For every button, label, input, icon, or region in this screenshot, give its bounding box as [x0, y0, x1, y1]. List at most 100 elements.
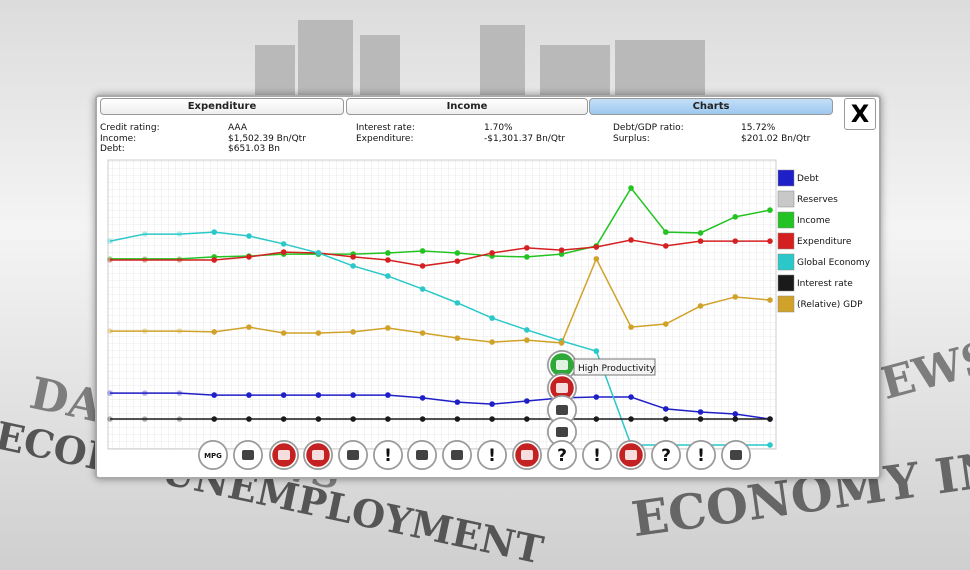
data-point — [350, 392, 356, 398]
icon-glyph: ! — [384, 446, 392, 466]
tab[interactable]: Income — [346, 98, 588, 115]
event-icon[interactable] — [687, 441, 715, 469]
tab[interactable]: Expenditure — [100, 98, 344, 115]
data-point — [350, 329, 356, 335]
event-icon[interactable] — [548, 441, 576, 469]
data-point — [767, 238, 773, 244]
event-icon[interactable] — [583, 441, 611, 469]
icon-pictogram — [730, 450, 742, 460]
data-point — [107, 238, 113, 244]
data-point — [697, 416, 704, 422]
data-point — [454, 416, 461, 422]
data-point — [454, 300, 461, 306]
building — [480, 25, 525, 95]
data-point — [315, 330, 322, 336]
data-point — [593, 416, 600, 422]
icon-pictogram — [556, 427, 568, 437]
icon-pictogram — [451, 450, 463, 460]
data-point — [280, 249, 287, 255]
data-point — [489, 339, 495, 345]
data-point — [246, 254, 252, 260]
data-point — [732, 238, 739, 244]
legend-label: Income — [797, 216, 831, 226]
tooltip-text: High Productivity — [578, 364, 656, 374]
data-point — [107, 328, 113, 334]
legend-swatch — [777, 169, 795, 187]
stat-value: $201.02 Bn/Qtr — [741, 134, 811, 144]
data-point — [524, 398, 530, 404]
data-point — [524, 337, 530, 343]
data-point — [176, 328, 183, 334]
legend-label: Interest rate — [797, 279, 853, 289]
series-line — [110, 257, 771, 344]
legend-swatch — [777, 295, 795, 313]
data-point — [732, 416, 739, 422]
data-point — [593, 348, 600, 354]
stat-label: Debt: — [100, 144, 125, 154]
data-point — [489, 315, 495, 321]
data-point — [767, 207, 773, 213]
data-point — [524, 416, 530, 422]
data-point — [593, 394, 600, 400]
data-point — [246, 416, 252, 422]
legend-swatch — [777, 211, 795, 229]
icon-glyph: ? — [557, 446, 567, 466]
data-point — [524, 327, 530, 333]
event-icon[interactable] — [374, 441, 402, 469]
close-button[interactable]: X — [844, 98, 876, 130]
event-icon[interactable] — [199, 441, 227, 469]
data-point — [246, 392, 252, 398]
data-point — [628, 416, 634, 422]
data-point — [176, 390, 183, 396]
icon-pictogram — [556, 360, 568, 370]
legend-label: Global Economy — [797, 258, 871, 268]
data-point — [454, 335, 461, 341]
icon-glyph: MPG — [204, 452, 222, 460]
data-point — [176, 257, 183, 263]
data-point — [176, 416, 183, 422]
legend-swatch — [777, 232, 795, 250]
data-point — [107, 257, 113, 263]
data-point — [662, 416, 669, 422]
data-point — [454, 250, 461, 256]
building — [298, 20, 353, 95]
data-point — [246, 324, 252, 330]
legend-swatch — [777, 253, 795, 271]
data-point — [350, 254, 356, 260]
icon-glyph: ? — [661, 446, 671, 466]
icon-pictogram — [556, 383, 568, 393]
data-point — [697, 230, 704, 236]
building — [540, 45, 610, 95]
data-point — [419, 286, 426, 292]
data-point — [697, 303, 704, 309]
data-point — [176, 231, 183, 237]
stat-value: $651.03 Bn — [228, 144, 280, 154]
legend-label: Expenditure — [797, 237, 852, 247]
plot-area — [107, 159, 777, 450]
stat-label: Expenditure: — [356, 134, 414, 144]
data-point — [419, 395, 426, 401]
data-point — [141, 390, 148, 396]
data-point — [524, 245, 530, 251]
icon-pictogram — [242, 450, 254, 460]
building — [360, 35, 400, 95]
data-point — [767, 416, 773, 422]
data-point — [628, 237, 634, 243]
data-point — [419, 330, 426, 336]
series-line — [110, 186, 771, 260]
legend-label: Debt — [797, 174, 819, 184]
data-point — [280, 392, 287, 398]
data-point — [315, 416, 322, 422]
icon-pictogram — [416, 450, 428, 460]
event-icon[interactable] — [652, 441, 680, 469]
data-point — [211, 416, 218, 422]
data-point — [315, 250, 322, 256]
tab[interactable]: Charts — [589, 98, 833, 115]
stat-label: Debt/GDP ratio: — [613, 123, 684, 133]
event-icon[interactable] — [478, 441, 506, 469]
data-point — [385, 416, 391, 422]
data-point — [697, 409, 704, 415]
stat-value: 15.72% — [741, 123, 776, 133]
stat-label: Surplus: — [613, 134, 650, 144]
